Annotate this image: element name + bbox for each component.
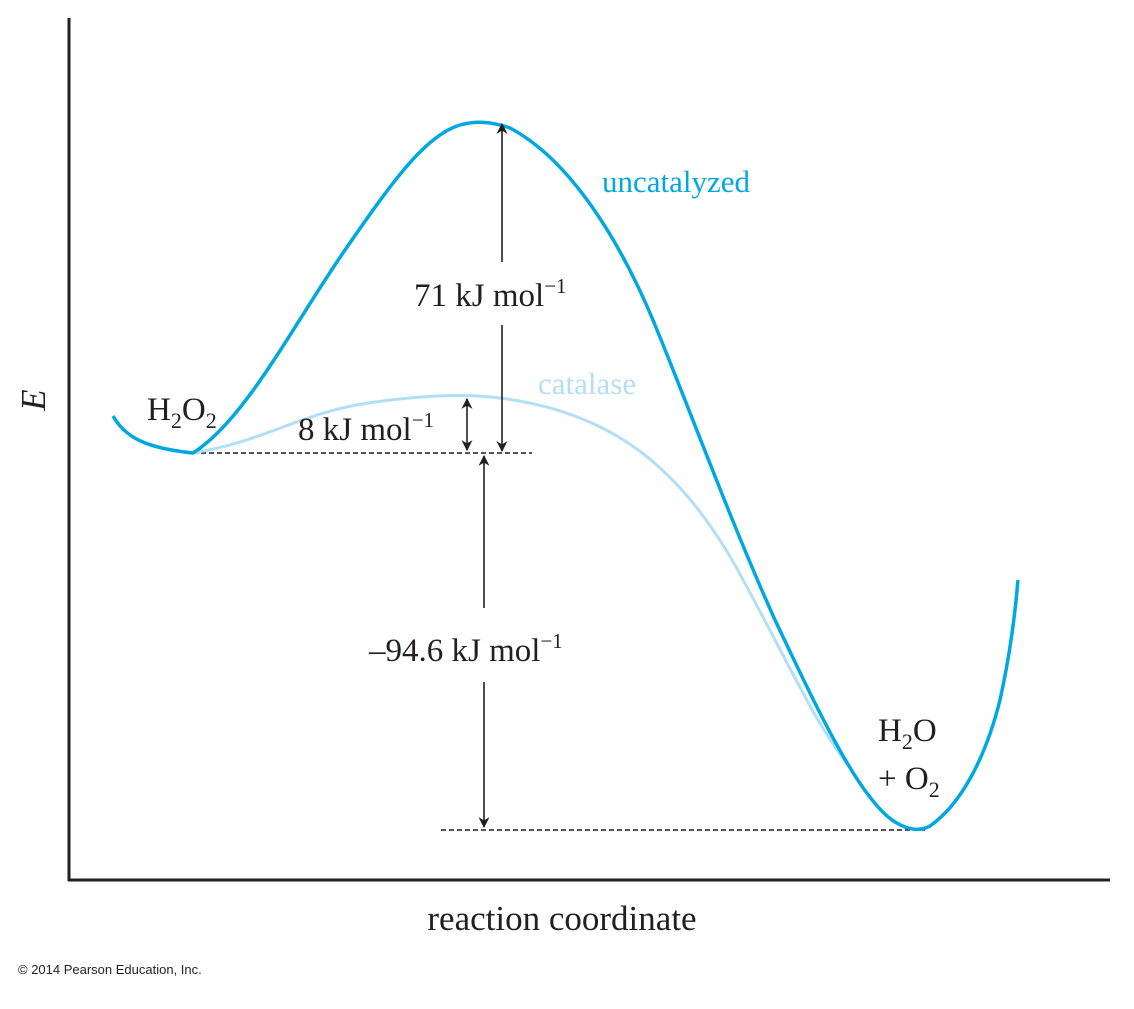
- catalase-curve: [192, 393, 850, 766]
- catalyzed-barrier-label: 8 kJ mol−1: [298, 408, 434, 448]
- reactant-label: H2O2: [147, 392, 217, 433]
- product-label-line2: + O2: [878, 761, 940, 802]
- uncatalyzed-barrier-label: 71 kJ mol−1: [414, 274, 567, 314]
- y-axis-label: E: [14, 389, 53, 411]
- copyright-notice: © 2014 Pearson Education, Inc.: [18, 962, 202, 977]
- product-label-line1: H2O: [878, 713, 937, 754]
- reaction-energy-label: –94.6 kJ mol−1: [368, 629, 563, 669]
- catalase-label: catalase: [538, 366, 636, 401]
- uncatalyzed-label: uncatalyzed: [602, 164, 751, 199]
- uncatalyzed-curve: [111, 120, 1020, 832]
- x-axis-label: reaction coordinate: [427, 899, 696, 938]
